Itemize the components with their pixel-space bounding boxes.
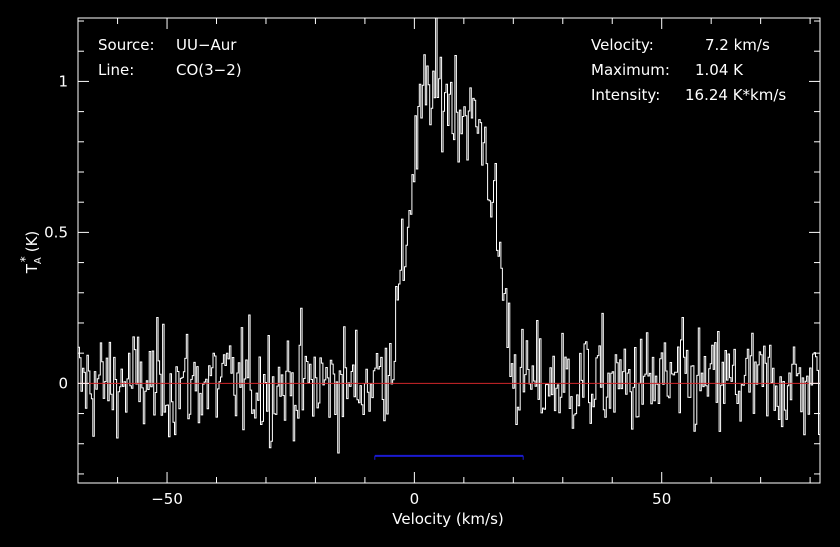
info-velocity-value: 7.2 km/s (705, 36, 770, 54)
info-maximum-key: Maximum: (591, 61, 670, 79)
spectrum-series (78, 17, 820, 454)
spectrum-line (78, 17, 820, 454)
axis-ticks (78, 18, 820, 483)
chart-text: Velocity (km/s) TA* (K) Source: UU−Aur Li… (18, 36, 786, 528)
x-tick-label: −50 (151, 490, 183, 508)
info-maximum-value: 1.04 K (695, 61, 744, 79)
x-axis-label: Velocity (km/s) (392, 510, 503, 528)
info-source-value: UU−Aur (176, 36, 237, 54)
reference-lines (78, 382, 820, 460)
plot-frame (77, 17, 821, 484)
info-velocity-key: Velocity: (591, 36, 654, 54)
info-line-value: CO(3−2) (176, 61, 242, 79)
info-intensity-value: 16.24 K*km/s (685, 86, 786, 104)
y-tick-label: 1 (58, 72, 68, 90)
y-tick-label: 0 (58, 374, 68, 392)
y-label-unit: (K) (23, 231, 41, 253)
y-label-superscript: * (18, 256, 32, 262)
svg-text:TA*(K): TA* (K) (18, 231, 44, 275)
y-tick-label: 0.5 (44, 223, 68, 241)
info-line-key: Line: (98, 61, 134, 79)
info-source-key: Source: (98, 36, 155, 54)
y-label-subscript: A (33, 257, 44, 264)
y-axis-label: TA* (K) (18, 231, 44, 275)
x-tick-label: 50 (652, 490, 671, 508)
x-tick-label: 0 (410, 490, 420, 508)
y-label-symbol: T (23, 263, 41, 274)
info-intensity-key: Intensity: (591, 86, 660, 104)
